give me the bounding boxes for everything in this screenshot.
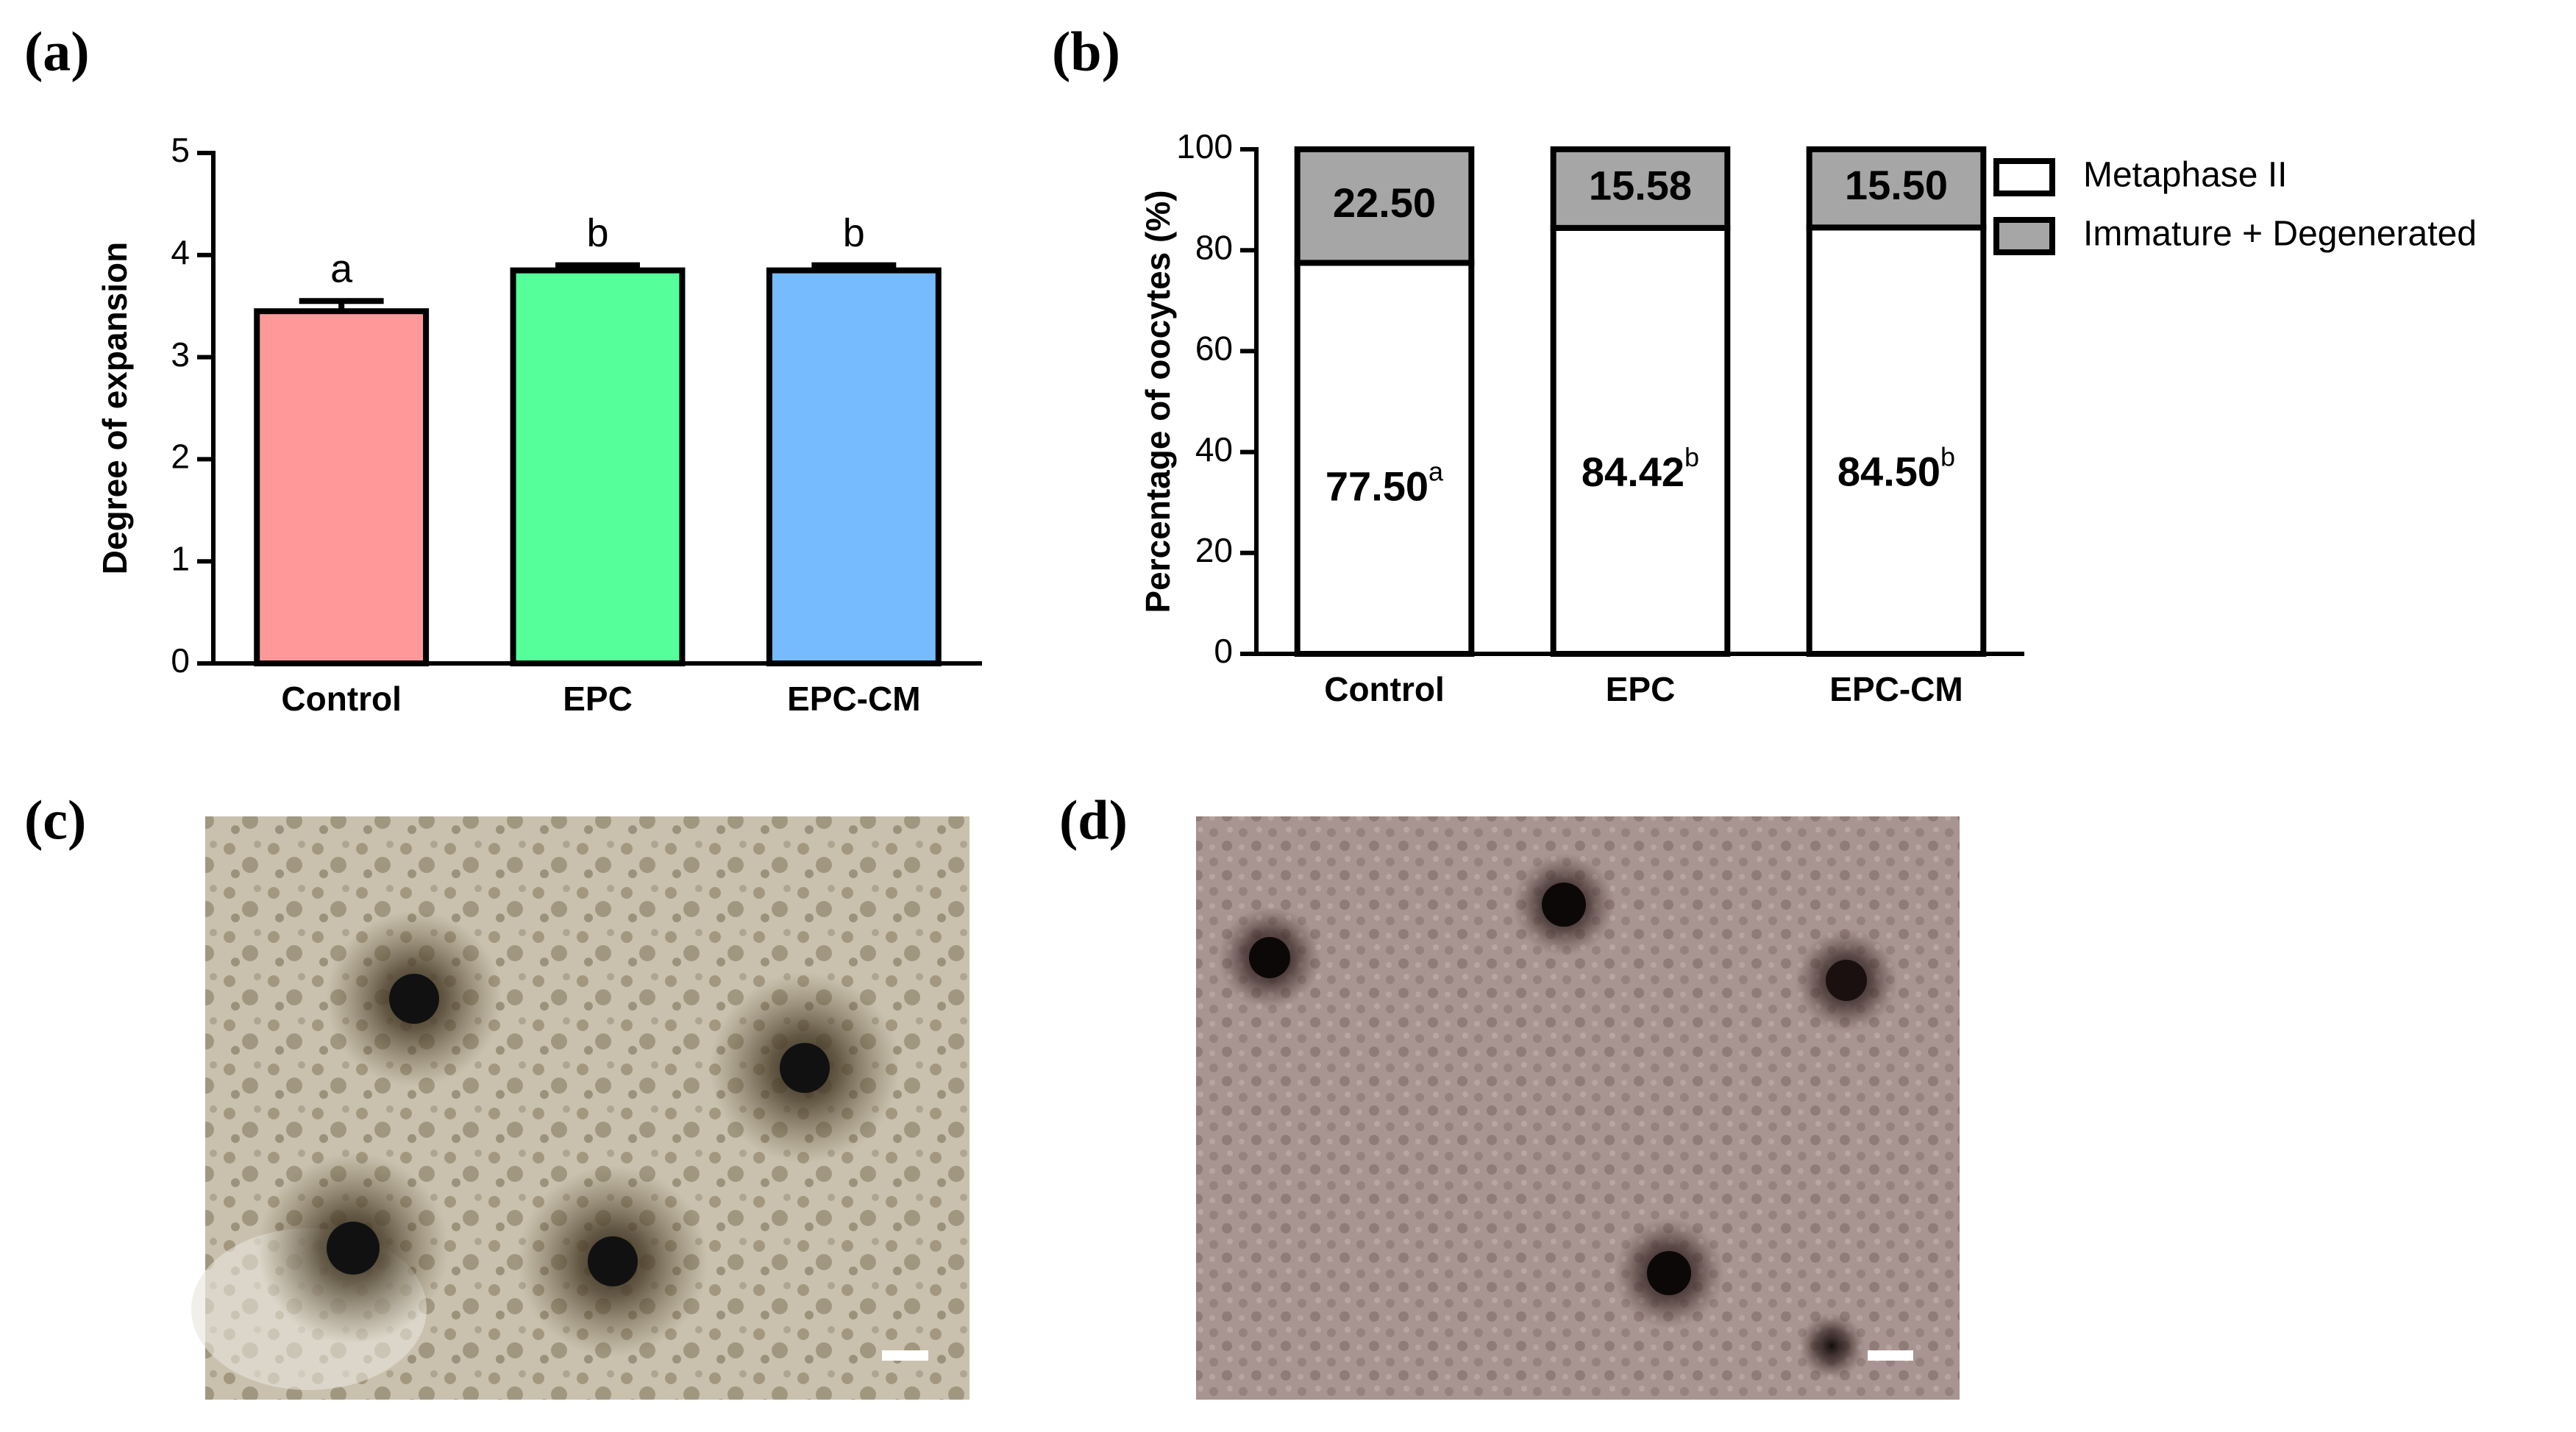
bar-segment — [1806, 146, 1987, 231]
panel-label: (d) — [1059, 789, 1128, 851]
x-tick-label: EPC — [1606, 670, 1676, 708]
bar — [254, 308, 430, 666]
micrograph-d — [1196, 816, 1960, 1400]
y-tick-label: 80 — [1195, 228, 1233, 266]
value-label: 15.50 — [1845, 162, 1948, 208]
legend-label: Metaphase II — [2083, 156, 2288, 195]
bar-segment — [1806, 224, 1987, 657]
x-tick-label: Control — [1324, 670, 1445, 708]
value-label-superscript: b — [1940, 441, 1955, 471]
legend-swatch — [1993, 158, 2055, 196]
value-label: 15.58 — [1589, 162, 1692, 208]
y-tick-label: 1 — [171, 539, 190, 577]
bar — [766, 267, 942, 666]
value-label: 84.50b — [1837, 441, 1955, 494]
panel-label: (b) — [1052, 21, 1120, 82]
y-axis-title: Percentage of oocytes (%) — [1139, 190, 1177, 613]
value-label: 77.50a — [1326, 456, 1444, 509]
value-label-number: 77.50 — [1326, 463, 1428, 510]
value-label-superscript: b — [1684, 441, 1699, 471]
y-axis-title: Degree of expansion — [96, 242, 134, 574]
x-tick-label: EPC-CM — [787, 680, 920, 718]
x-tick-label: EPC-CM — [1829, 670, 1963, 708]
y-tick-label: 20 — [1195, 531, 1233, 569]
bar — [510, 267, 686, 666]
panel-label: (a) — [24, 21, 90, 82]
value-label-number: 84.42 — [1581, 449, 1684, 495]
y-tick-label: 40 — [1195, 430, 1233, 469]
y-tick-label: 100 — [1176, 127, 1233, 165]
y-tick-label: 4 — [171, 233, 190, 271]
value-label-number: 15.50 — [1845, 162, 1948, 208]
y-tick-label: 5 — [171, 131, 190, 169]
bar-segment — [1550, 146, 1731, 231]
y-tick-label: 60 — [1195, 329, 1233, 368]
bar-segment — [1294, 260, 1475, 658]
x-tick-label: EPC — [563, 680, 633, 718]
y-tick-label: 0 — [1214, 632, 1233, 670]
x-tick-label: Control — [281, 680, 402, 718]
y-tick-label: 2 — [171, 438, 190, 476]
value-label: 22.50 — [1333, 179, 1436, 226]
legend-label: Immature + Degenerated — [2083, 215, 2477, 254]
significance-label: a — [330, 247, 353, 291]
bar-segment — [1294, 146, 1475, 266]
value-label-superscript: a — [1428, 456, 1444, 486]
y-tick-label: 3 — [171, 335, 190, 374]
significance-label: b — [843, 211, 865, 255]
significance-label: b — [586, 211, 608, 255]
legend-swatch — [1993, 217, 2055, 255]
value-label-number: 22.50 — [1333, 179, 1436, 226]
value-label-number: 84.50 — [1837, 448, 1940, 494]
bar-segment — [1550, 224, 1731, 658]
panel-label: (c) — [24, 789, 86, 851]
value-label: 84.42b — [1581, 441, 1699, 494]
value-label-number: 15.58 — [1589, 162, 1692, 208]
y-tick-label: 0 — [171, 641, 190, 680]
micrograph-c — [191, 816, 969, 1400]
